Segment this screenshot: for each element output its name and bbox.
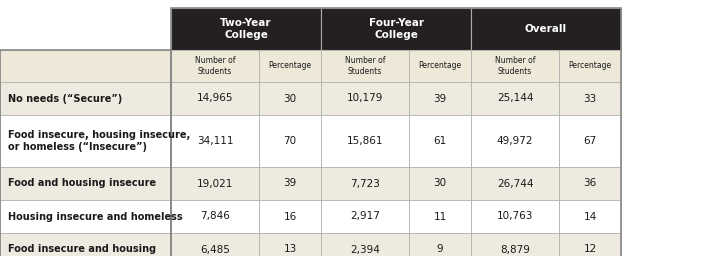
Bar — [171, 233, 259, 256]
Bar — [0, 115, 171, 167]
Text: Food insecure, housing insecure,
or homeless (“Insecure”): Food insecure, housing insecure, or home… — [8, 130, 191, 152]
Bar — [259, 50, 321, 82]
Bar — [171, 115, 259, 167]
Text: Two-Year
College: Two-Year College — [220, 18, 272, 40]
Text: Percentage: Percentage — [269, 61, 311, 70]
Text: 39: 39 — [433, 93, 446, 103]
Text: Number of
Students: Number of Students — [195, 56, 236, 76]
Text: Four-Year
College: Four-Year College — [368, 18, 423, 40]
Bar — [471, 50, 559, 82]
Text: 67: 67 — [583, 136, 597, 146]
Text: 25,144: 25,144 — [497, 93, 534, 103]
Text: Number of
Students: Number of Students — [344, 56, 385, 76]
Text: 10,179: 10,179 — [347, 93, 383, 103]
Bar — [259, 167, 321, 200]
Text: Housing insecure and homeless: Housing insecure and homeless — [8, 211, 183, 221]
Text: 2,394: 2,394 — [350, 244, 380, 254]
Bar — [559, 82, 621, 115]
Text: No needs (“Secure”): No needs (“Secure”) — [8, 93, 122, 103]
Text: Number of
Students: Number of Students — [495, 56, 535, 76]
Bar — [409, 167, 471, 200]
Bar — [321, 200, 409, 233]
Bar — [0, 8, 171, 50]
Bar — [409, 50, 471, 82]
Bar — [0, 50, 171, 256]
Text: 33: 33 — [583, 93, 597, 103]
Bar — [259, 115, 321, 167]
Bar — [0, 82, 171, 115]
Bar — [321, 115, 409, 167]
Text: 19,021: 19,021 — [197, 178, 233, 188]
Text: 61: 61 — [433, 136, 446, 146]
Bar — [559, 50, 621, 82]
Bar — [0, 233, 171, 256]
Bar — [0, 200, 171, 233]
Text: 9: 9 — [437, 244, 444, 254]
Text: 49,972: 49,972 — [497, 136, 534, 146]
Text: Food insecure and housing: Food insecure and housing — [8, 244, 156, 254]
Text: 30: 30 — [434, 178, 446, 188]
Bar — [171, 167, 259, 200]
Bar — [321, 8, 471, 50]
Text: 36: 36 — [583, 178, 597, 188]
Text: 14: 14 — [583, 211, 597, 221]
Bar — [559, 115, 621, 167]
Bar — [471, 167, 559, 200]
Text: 26,744: 26,744 — [497, 178, 534, 188]
Text: 7,846: 7,846 — [200, 211, 230, 221]
Bar — [171, 200, 259, 233]
Text: Food and housing insecure: Food and housing insecure — [8, 178, 156, 188]
Text: 39: 39 — [283, 178, 297, 188]
Text: 11: 11 — [433, 211, 446, 221]
Bar — [0, 50, 171, 82]
Text: 14,965: 14,965 — [197, 93, 233, 103]
Bar — [171, 8, 621, 256]
Bar — [321, 50, 409, 82]
Bar — [471, 82, 559, 115]
Bar — [471, 200, 559, 233]
Bar — [409, 233, 471, 256]
Text: 70: 70 — [283, 136, 297, 146]
Text: 2,917: 2,917 — [350, 211, 380, 221]
Text: 13: 13 — [283, 244, 297, 254]
Bar — [259, 233, 321, 256]
Bar — [471, 8, 621, 50]
Bar — [259, 200, 321, 233]
Text: 15,861: 15,861 — [347, 136, 383, 146]
Text: 16: 16 — [283, 211, 297, 221]
Text: 10,763: 10,763 — [497, 211, 533, 221]
Bar — [259, 82, 321, 115]
Bar — [171, 50, 259, 82]
Bar — [409, 200, 471, 233]
Bar — [559, 200, 621, 233]
Text: 7,723: 7,723 — [350, 178, 380, 188]
Text: 8,879: 8,879 — [500, 244, 530, 254]
Bar — [471, 233, 559, 256]
Bar — [559, 167, 621, 200]
Bar — [171, 8, 321, 50]
Bar — [321, 233, 409, 256]
Bar — [0, 167, 171, 200]
Text: 12: 12 — [583, 244, 597, 254]
Bar — [171, 82, 259, 115]
Bar — [321, 167, 409, 200]
Bar — [409, 115, 471, 167]
Text: 30: 30 — [283, 93, 297, 103]
Bar — [559, 233, 621, 256]
Text: 34,111: 34,111 — [197, 136, 233, 146]
Bar — [321, 82, 409, 115]
Bar — [409, 82, 471, 115]
Text: Percentage: Percentage — [569, 61, 612, 70]
Text: Overall: Overall — [525, 24, 567, 34]
Text: Percentage: Percentage — [418, 61, 462, 70]
Text: 6,485: 6,485 — [200, 244, 230, 254]
Bar — [471, 115, 559, 167]
